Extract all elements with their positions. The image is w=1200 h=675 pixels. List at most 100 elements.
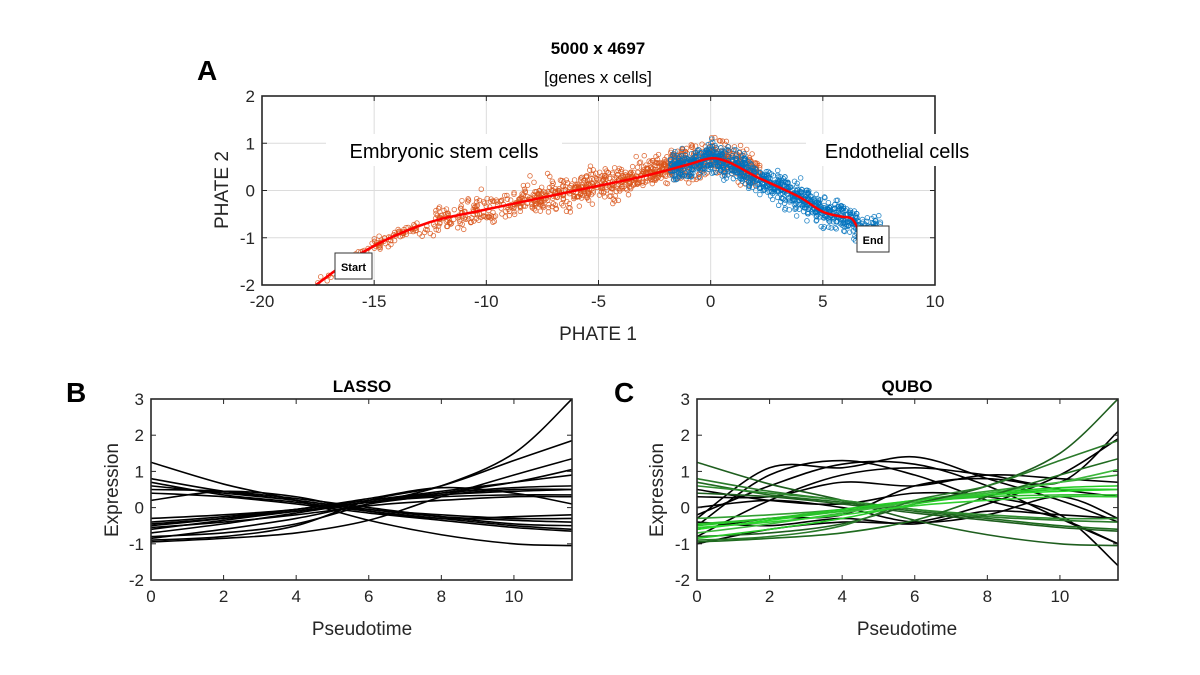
- point-embryonic: [506, 212, 513, 219]
- label-embryonic-stem-cells: Embryonic stem cells: [350, 141, 539, 163]
- point-embryonic: [499, 211, 505, 217]
- x-tick-label: -15: [362, 292, 387, 311]
- point-embryonic: [578, 177, 584, 183]
- point-embryonic: [690, 150, 697, 157]
- point-embryonic: [388, 241, 394, 248]
- point-endothelial: [672, 175, 678, 181]
- point-embryonic: [488, 215, 494, 221]
- point-endothelial: [749, 167, 755, 174]
- point-embryonic: [653, 153, 659, 160]
- start-marker: Start: [334, 252, 373, 280]
- point-embryonic: [717, 138, 723, 144]
- point-embryonic: [636, 160, 643, 166]
- x-tick-label: 10: [926, 292, 945, 311]
- point-endothelial: [676, 159, 682, 165]
- panel-b: B LASSO 0 2 4 6 8 10 -2 -1 0 1 2 3 Pseudotime Expre…: [66, 377, 573, 640]
- point-endothelial: [809, 197, 815, 203]
- panel-c: C QUBO 0 2 4 6 8 10 -2 -1 0 1 2 3 Pseudotime Expres…: [614, 377, 1119, 640]
- x-tick-label: 0: [692, 587, 701, 606]
- expression-line: [697, 485, 1118, 520]
- point-endothelial: [793, 201, 799, 207]
- point-embryonic: [603, 168, 610, 174]
- point-endothelial: [689, 173, 695, 180]
- point-embryonic: [680, 148, 686, 155]
- point-embryonic: [590, 177, 597, 183]
- point-embryonic: [584, 195, 590, 201]
- point-endothelial: [778, 198, 784, 205]
- expression-line: [151, 457, 572, 543]
- point-embryonic: [529, 205, 535, 211]
- point-endothelial: [832, 224, 838, 231]
- point-embryonic: [545, 204, 552, 211]
- axes: 0 2 4 6 8 10 -2 -1 0 1 2 3: [675, 390, 1119, 606]
- point-embryonic: [611, 165, 618, 171]
- point-endothelial: [801, 202, 807, 208]
- point-endothelial: [749, 184, 756, 191]
- point-endothelial: [766, 170, 773, 176]
- point-endothelial: [702, 160, 708, 166]
- point-endothelial: [719, 173, 725, 179]
- point-embryonic: [641, 153, 647, 159]
- point-endothelial: [676, 155, 682, 162]
- point-embryonic: [503, 208, 509, 214]
- point-endothelial: [860, 219, 866, 225]
- point-endothelial: [813, 218, 819, 224]
- point-embryonic: [593, 170, 599, 176]
- panel-a: A 5000 x 4697 [genes x cells] -20 -15 -10-…: [197, 39, 990, 345]
- point-embryonic: [628, 184, 634, 190]
- point-endothelial: [787, 184, 793, 191]
- y-tick-label: -1: [240, 229, 255, 248]
- point-embryonic: [686, 180, 692, 186]
- x-tick-label: -20: [250, 292, 275, 311]
- point-embryonic: [612, 193, 618, 199]
- point-embryonic: [630, 169, 637, 176]
- x-axis-label: Pseudotime: [857, 619, 957, 640]
- point-endothelial: [804, 210, 811, 217]
- point-embryonic: [371, 236, 378, 242]
- point-endothelial: [710, 139, 716, 146]
- point-embryonic: [545, 209, 552, 215]
- point-embryonic: [590, 171, 596, 178]
- point-embryonic: [391, 237, 398, 244]
- panel-label-a: A: [197, 55, 217, 86]
- end-marker: End: [856, 225, 890, 253]
- point-embryonic: [566, 204, 572, 211]
- panel-label-b: B: [66, 377, 86, 408]
- point-endothelial: [754, 181, 761, 188]
- point-endothelial: [820, 225, 827, 232]
- y-tick-label: 2: [135, 426, 144, 445]
- point-embryonic: [473, 216, 480, 222]
- point-endothelial: [679, 173, 686, 180]
- point-endothelial: [765, 168, 771, 175]
- point-endothelial: [797, 175, 804, 181]
- point-embryonic: [589, 201, 596, 207]
- end-label: End: [863, 235, 884, 247]
- point-embryonic: [459, 197, 465, 204]
- point-embryonic: [556, 186, 562, 192]
- chart-title-qubo: QUBO: [882, 377, 933, 396]
- point-endothelial: [816, 200, 822, 206]
- point-embryonic: [561, 179, 567, 185]
- point-embryonic: [749, 151, 755, 157]
- point-endothelial: [723, 175, 730, 181]
- point-endothelial: [768, 189, 774, 195]
- point-embryonic: [730, 148, 736, 154]
- point-endothelial: [854, 211, 860, 217]
- point-endothelial: [725, 144, 731, 150]
- point-embryonic: [614, 183, 620, 189]
- expression-line: [151, 495, 572, 529]
- point-embryonic: [491, 218, 498, 225]
- point-endothelial: [709, 159, 716, 165]
- point-embryonic: [531, 179, 537, 186]
- point-embryonic: [588, 191, 595, 198]
- point-endothelial: [694, 166, 700, 172]
- point-endothelial: [842, 228, 848, 235]
- point-endothelial: [681, 154, 688, 161]
- plot-frame: [150, 398, 573, 581]
- point-endothelial: [767, 176, 773, 182]
- point-embryonic: [465, 197, 472, 203]
- point-endothelial: [836, 206, 842, 212]
- point-embryonic: [605, 169, 611, 176]
- point-embryonic: [511, 211, 518, 218]
- expression-line: [151, 486, 572, 523]
